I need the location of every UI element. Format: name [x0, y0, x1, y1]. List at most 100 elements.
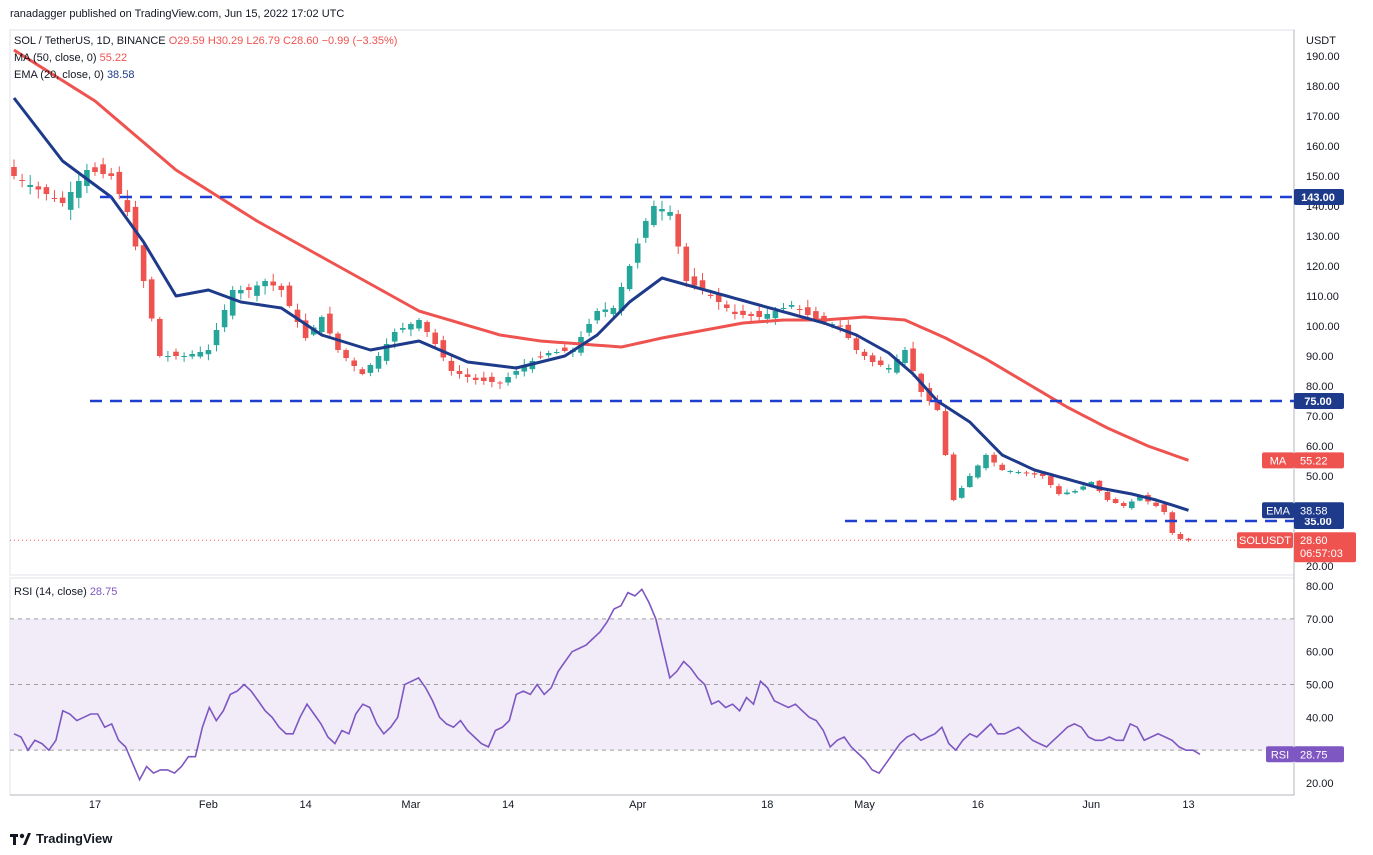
candle-body: [165, 356, 171, 357]
ma-legend: MA (50, close, 0) 55.22: [14, 52, 127, 64]
candle-body: [780, 308, 787, 309]
candle-body: [51, 197, 58, 199]
candle-body: [278, 285, 285, 290]
rsi-name-tag-text: RSI: [1271, 749, 1289, 761]
candle-body: [408, 324, 414, 330]
candle-body: [1137, 497, 1143, 501]
ma-legend-label: MA (50, close, 0): [14, 52, 97, 64]
candle-body: [1072, 491, 1078, 493]
candle-body: [1039, 473, 1046, 476]
candle-body: [100, 164, 106, 174]
candle-body: [472, 377, 479, 380]
candle-body: [983, 455, 989, 469]
candle-body: [869, 355, 876, 362]
ma-name-tag: [1262, 452, 1294, 469]
candle-body: [391, 332, 398, 342]
time-tick-label: Mar: [401, 799, 420, 811]
tradingview-brand: TradingView: [36, 831, 113, 846]
time-tick-label: 14: [502, 799, 514, 811]
candle-body: [1169, 512, 1176, 533]
candle-body: [351, 360, 357, 366]
candle-body: [1096, 480, 1103, 491]
rsi-tick-label: 20.00: [1306, 778, 1334, 790]
ma-value-tag: [1294, 452, 1344, 469]
candle-body: [910, 348, 916, 371]
candle-body: [286, 285, 293, 306]
symbol-name: SOL / TetherUS, 1D, BINANCE: [14, 35, 166, 47]
candle-body: [537, 356, 544, 358]
candle-body: [148, 279, 155, 319]
price-tick-label: 130.00: [1306, 231, 1340, 243]
candle-body: [902, 350, 908, 363]
candle-body: [837, 325, 843, 327]
last-price-tag: [1294, 532, 1356, 563]
time-tick-label: Feb: [199, 799, 218, 811]
candle-body: [35, 186, 42, 190]
price-tick-label: 100.00: [1306, 321, 1340, 333]
candle-body: [359, 369, 366, 374]
candle-body: [967, 476, 973, 488]
candle-body: [375, 356, 382, 369]
tradingview-logo: TradingView: [10, 831, 112, 846]
candle-body: [586, 324, 592, 333]
candle-body: [715, 293, 722, 302]
rsi-tick-label: 70.00: [1306, 614, 1334, 626]
candle-body: [19, 179, 25, 181]
candle-body: [610, 308, 617, 315]
candle-body: [456, 371, 463, 374]
candle-body: [756, 311, 762, 317]
candle-body: [108, 173, 114, 176]
candle-body: [861, 351, 868, 356]
candle-body: [805, 307, 811, 315]
time-tick-label: 16: [972, 799, 984, 811]
candle-body: [221, 310, 228, 328]
candle-body: [505, 377, 511, 383]
ema-name-tag: [1262, 502, 1294, 519]
level-tag-text: 75.00: [1304, 396, 1332, 408]
candle-body: [707, 294, 714, 296]
candle-body: [1177, 534, 1184, 539]
time-tick-label: 14: [299, 799, 311, 811]
candle-body: [116, 171, 123, 194]
candle-body: [213, 330, 220, 346]
candle-body: [553, 352, 560, 353]
ema20-line: [12, 97, 1189, 512]
time-tick-label: Apr: [629, 799, 646, 811]
candle-body: [942, 411, 949, 455]
candle-body: [886, 368, 892, 370]
candle-body: [1129, 501, 1135, 509]
candle-body: [699, 280, 706, 290]
candle-body: [76, 181, 82, 198]
candle-body: [1185, 538, 1192, 541]
candle-body: [813, 311, 819, 320]
candle-body: [1161, 504, 1167, 512]
candle-body: [197, 352, 204, 357]
candle-body: [124, 200, 131, 212]
ema-legend-value: 38.58: [106, 69, 135, 81]
candle-body: [691, 276, 698, 286]
candle-body: [367, 365, 374, 373]
candle-body: [1153, 502, 1159, 506]
rsi-legend-label: RSI (14, close): [14, 586, 87, 598]
candle-body: [335, 333, 341, 350]
price-tick-label: 190.00: [1306, 51, 1340, 63]
candle-body: [92, 167, 98, 172]
candle-body: [67, 192, 74, 210]
candle-body: [958, 488, 965, 498]
candle-body: [545, 353, 552, 356]
candle-body: [43, 187, 50, 194]
level-tag-143.00: [1294, 189, 1344, 205]
rsi-tick-label: 60.00: [1306, 647, 1334, 659]
price-tick-label: 110.00: [1306, 291, 1339, 303]
ohlc-values: O29.59 H30.29 L26.79 C28.60 −0.99 (−3.35…: [168, 35, 398, 47]
ma-value-tag-text: 55.22: [1300, 455, 1328, 467]
rsi-legend-value: 28.75: [89, 586, 118, 598]
candle-body: [343, 350, 349, 358]
candle-body: [464, 374, 471, 377]
candle-body: [181, 356, 187, 357]
rsi-value-tag-text: 28.75: [1300, 749, 1328, 761]
level-tag-text: 143.00: [1301, 192, 1335, 204]
candle-body: [481, 377, 487, 381]
candle-body: [270, 281, 276, 286]
ema-legend: EMA (20, close, 0) 38.58: [14, 69, 134, 81]
